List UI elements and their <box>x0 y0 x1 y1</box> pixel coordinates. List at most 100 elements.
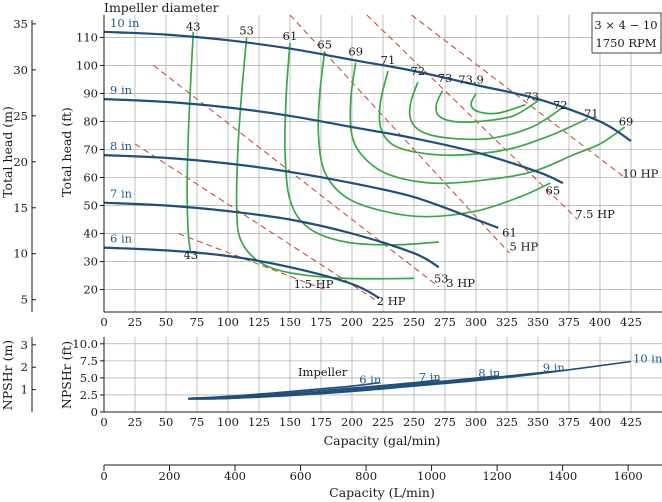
bottom-x-tick-label: 325 <box>496 415 518 429</box>
y-axis-label-npsh-ft: NPSHr (ft) <box>59 341 74 409</box>
top-ft-tick-label: 60 <box>83 171 98 185</box>
bottom-m-tick-label: 1 <box>21 383 28 397</box>
npsh-curve <box>188 360 632 400</box>
impeller-curve <box>103 201 440 269</box>
bottom-ft-tick-label: 2.5 <box>80 388 98 402</box>
efficiency-label: 71 <box>584 106 599 120</box>
top-m-tick-label: 30 <box>13 63 28 77</box>
npsh-series-label: 8 in <box>478 366 501 380</box>
npsh-series-label: 6 in <box>359 373 382 387</box>
efficiency-curve <box>470 93 526 115</box>
efficiency-label: 69 <box>348 45 363 59</box>
efficiency-curve <box>349 62 626 185</box>
lpm-tick-label: 200 <box>159 469 181 483</box>
top-x-tick-label: 400 <box>589 315 611 329</box>
bottom-x-tick-label: 225 <box>372 415 394 429</box>
power-line <box>153 65 440 288</box>
efficiency-label: 53 <box>239 24 254 38</box>
efficiency-curve <box>378 70 588 157</box>
impeller-label: 9 in <box>110 83 133 97</box>
power-line <box>134 143 378 302</box>
bottom-x-tick-label: 300 <box>465 415 487 429</box>
lpm-tick-label: 1000 <box>417 469 446 483</box>
chart-title: Impeller diameter <box>104 0 219 15</box>
efficiency-label: 73.9 <box>458 73 484 87</box>
top-x-tick-label: 200 <box>341 315 363 329</box>
efficiency-label: 73 <box>524 89 539 103</box>
y-axis-label-head-ft: Total head (ft) <box>59 107 74 197</box>
bottom-ft-tick-label: 7.5 <box>80 354 98 368</box>
x-axis-label-lpm: Capacity (L/min) <box>329 485 435 500</box>
y-axis-label-npsh-m: NPSHr (m) <box>0 340 15 410</box>
lpm-tick-label: 1600 <box>613 469 642 483</box>
top-x-tick-label: 300 <box>465 315 487 329</box>
efficiency-label: 61 <box>502 225 517 239</box>
bottom-x-tick-label: 0 <box>100 415 107 429</box>
top-x-tick-label: 275 <box>434 315 456 329</box>
bottom-x-tick-label: 250 <box>403 415 425 429</box>
top-x-tick-label: 0 <box>100 315 107 329</box>
lpm-tick-label: 600 <box>290 469 312 483</box>
power-label: 3 HP <box>446 276 475 290</box>
top-ft-tick-label: 20 <box>83 283 98 297</box>
bottom-x-tick-label: 275 <box>434 415 456 429</box>
bottom-x-tick-label: 425 <box>620 415 642 429</box>
top-m-tick-label: 25 <box>13 109 28 123</box>
bottom-x-tick-label: 175 <box>310 415 332 429</box>
bottom-x-tick-label: 50 <box>159 415 174 429</box>
efficiency-curve <box>317 51 551 218</box>
top-x-tick-label: 175 <box>310 315 332 329</box>
rpm-annotation: 1750 RPM <box>595 36 656 50</box>
bottom-ft-tick-label: 0 <box>91 405 98 419</box>
top-m-tick-label: 15 <box>13 201 28 215</box>
efficiency-label: 43 <box>183 248 198 262</box>
impeller-curve <box>103 154 499 229</box>
bottom-ft-tick-label: 5.0 <box>80 371 98 385</box>
bottom-m-tick-label: 3 <box>21 338 28 352</box>
efficiency-label: 53 <box>434 272 449 286</box>
efficiency-label: 72 <box>553 98 568 112</box>
power-label: 2 HP <box>377 294 406 308</box>
impeller-curve <box>103 30 632 143</box>
efficiency-label: 69 <box>619 115 634 129</box>
bottom-m-tick-label: 2 <box>21 360 28 374</box>
axes-layer <box>31 15 662 471</box>
npsh-impeller-label: Impeller <box>298 365 348 379</box>
efficiency-curve <box>435 90 541 124</box>
top-x-tick-label: 125 <box>248 315 270 329</box>
efficiency-label: 65 <box>317 38 332 52</box>
impeller-label: 6 in <box>110 232 133 246</box>
efficiency-label: 71 <box>381 53 396 67</box>
top-ft-tick-label: 70 <box>83 142 98 156</box>
impeller-curve <box>103 98 564 185</box>
top-ft-tick-label: 90 <box>83 86 98 100</box>
bottom-x-tick-label: 200 <box>341 415 363 429</box>
power-line <box>178 233 325 291</box>
efficiency-label: 61 <box>283 29 298 43</box>
power-label: 1.5 HP <box>294 277 334 291</box>
model-annotation: 3 × 4 − 10 <box>594 18 657 32</box>
top-ft-tick-label: 80 <box>83 114 98 128</box>
lpm-tick-label: 1400 <box>548 469 577 483</box>
lpm-tick-label: 800 <box>355 469 377 483</box>
bottom-x-tick-label: 350 <box>527 415 549 429</box>
top-m-tick-label: 35 <box>13 17 28 31</box>
top-x-tick-label: 225 <box>372 315 394 329</box>
npsh-series-label: 9 in <box>543 360 566 374</box>
top-x-tick-label: 150 <box>279 315 301 329</box>
top-m-tick-label: 10 <box>13 247 28 261</box>
top-x-tick-label: 75 <box>190 315 205 329</box>
bottom-x-tick-label: 100 <box>217 415 239 429</box>
top-m-tick-label: 20 <box>13 155 28 169</box>
top-x-tick-label: 50 <box>159 315 174 329</box>
top-x-tick-label: 350 <box>527 315 549 329</box>
top-ft-tick-label: 110 <box>76 30 98 44</box>
power-label: 5 HP <box>509 239 538 253</box>
top-x-tick-label: 100 <box>217 315 239 329</box>
x-axis-label-gpm: Capacity (gal/min) <box>324 433 441 448</box>
y-axis-label-head-m: Total head (m) <box>0 106 15 198</box>
power-label: 7.5 HP <box>575 207 615 221</box>
bottom-ft-tick-label: 10.0 <box>72 337 98 351</box>
impeller-label: 10 in <box>110 16 140 30</box>
